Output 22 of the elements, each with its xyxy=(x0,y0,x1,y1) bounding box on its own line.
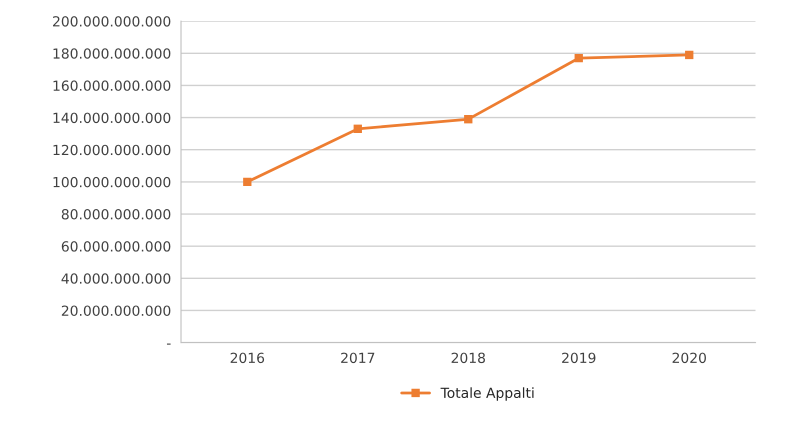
x-tick-label: 2019 xyxy=(562,352,596,364)
y-tick-label: 180.000.000.000 xyxy=(54,48,170,59)
y-tick-label: 120.000.000.000 xyxy=(54,144,170,156)
y-tick-label: 80.000.000.000 xyxy=(62,209,170,220)
y-tick-label: 40.000.000.000 xyxy=(62,273,170,284)
y-tick-label: 60.000.000.000 xyxy=(62,241,170,252)
x-tick-label: 2016 xyxy=(230,352,264,364)
y-tick-label: 100.000.000.000 xyxy=(54,176,170,188)
y-tick-label: 140.000.000.000 xyxy=(54,112,170,124)
y-tick-label: 20.000.000.000 xyxy=(62,305,170,316)
point xyxy=(243,178,252,186)
y-tick-label: 160.000.000.000 xyxy=(54,80,170,91)
x-tick-label: 2018 xyxy=(452,352,485,364)
x-tick-label: 2020 xyxy=(672,352,706,364)
legend-label: Totale Appalti xyxy=(440,387,534,401)
y-tick-label: 200.000.000.000 xyxy=(53,16,170,27)
point xyxy=(464,115,472,124)
y-tick-label: - xyxy=(166,344,171,345)
point xyxy=(354,124,362,134)
point xyxy=(574,54,583,62)
x-tick-label: 2017 xyxy=(341,352,374,364)
point xyxy=(685,50,694,60)
